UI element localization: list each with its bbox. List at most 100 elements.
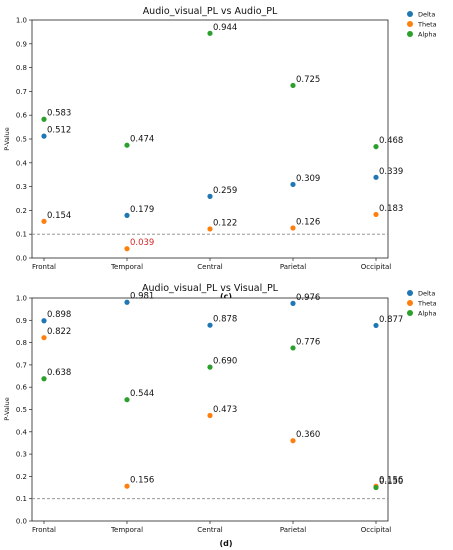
value-label-alpha: 0.638 <box>47 368 71 378</box>
point-theta <box>290 225 296 231</box>
point-alpha <box>41 376 47 382</box>
legend-marker-alpha-c <box>407 31 413 37</box>
value-label-theta: 0.156 <box>130 476 154 486</box>
y-tick-label: 0.1 <box>16 231 27 239</box>
y-axis-label-c: P-Value <box>3 127 11 151</box>
point-delta <box>290 300 296 306</box>
point-delta <box>41 318 47 324</box>
point-theta <box>290 438 296 444</box>
point-alpha <box>207 30 213 36</box>
point-alpha <box>207 364 213 370</box>
caption-c: (c) <box>220 292 232 301</box>
point-theta <box>207 226 213 232</box>
legend-marker-alpha-d <box>407 310 413 316</box>
point-delta <box>207 322 213 328</box>
y-axis-ticks-d: 0.0 0.1 0.2 0.3 0.4 0.5 0.6 0.7 0.8 0.9 1.0 <box>16 295 32 526</box>
x-tick-label: Temporal <box>110 263 143 271</box>
point-delta <box>290 181 296 188</box>
value-label-theta: 0.360 <box>296 430 320 440</box>
point-alpha <box>373 144 379 150</box>
plot-area-d <box>31 297 389 522</box>
value-label-theta: 0.039 <box>130 238 154 248</box>
x-tick-label: Occipital <box>361 526 392 534</box>
legend-label-alpha-c: Alpha <box>418 31 436 39</box>
point-alpha <box>373 484 379 491</box>
value-label-alpha: 0.776 <box>296 337 320 347</box>
value-label-delta: 0.339 <box>379 167 403 177</box>
caption-d: (d) <box>219 539 232 548</box>
legend-d: Delta Theta Alpha <box>407 290 437 318</box>
y-tick-label: 0.4 <box>16 159 28 167</box>
value-label-alpha: 0.690 <box>213 357 237 367</box>
plot-area-c <box>31 19 389 259</box>
x-tick-label: Frontal <box>32 526 56 534</box>
point-delta <box>124 299 130 305</box>
y-tick-label: 0.0 <box>16 255 27 263</box>
y-tick-label: 1.0 <box>16 17 27 25</box>
x-tick-label: Frontal <box>32 263 56 271</box>
chart-panel-c: Audio_visual_PL vs Audio_PL 0.0 0.1 0.2 0.3… <box>3 6 437 301</box>
y-tick-label: 0.7 <box>16 361 27 369</box>
y-tick-label: 0.5 <box>16 136 27 144</box>
legend-marker-delta-d <box>407 290 413 296</box>
point-alpha <box>290 82 296 89</box>
value-label-alpha: 0.725 <box>296 75 320 85</box>
y-tick-label: 0.1 <box>16 495 27 503</box>
point-theta <box>41 335 47 341</box>
chart-title-c: Audio_visual_PL vs Audio_PL <box>143 6 278 17</box>
value-label-delta: 0.259 <box>213 186 237 196</box>
legend-marker-delta-c <box>407 11 413 17</box>
y-tick-label: 0.8 <box>16 339 27 347</box>
y-tick-label: 0.2 <box>16 473 27 481</box>
value-label-delta: 0.898 <box>47 310 71 320</box>
legend-marker-theta-c <box>407 21 413 27</box>
x-tick-label: Parietal <box>280 263 306 271</box>
point-theta <box>373 211 379 218</box>
y-axis-label-d: P-Value <box>3 397 11 421</box>
value-label-delta: 0.512 <box>47 126 71 136</box>
value-label-delta: 0.976 <box>296 293 320 303</box>
point-theta <box>124 246 130 252</box>
point-delta <box>373 174 379 180</box>
y-tick-label: 0.9 <box>16 317 27 325</box>
y-tick-label: 0.5 <box>16 406 27 414</box>
value-label-alpha: 0.150 <box>379 477 403 487</box>
x-tick-label: Central <box>197 263 223 271</box>
y-tick-label: 0.0 <box>16 518 27 526</box>
value-label-alpha: 0.544 <box>130 389 154 399</box>
value-label-delta: 0.877 <box>379 315 403 325</box>
point-alpha <box>124 142 130 148</box>
y-tick-label: 0.4 <box>16 428 28 436</box>
legend-label-delta-c: Delta <box>418 11 435 19</box>
y-tick-label: 0.3 <box>16 451 27 459</box>
point-theta <box>41 218 47 224</box>
x-axis-ticks-d: Frontal Temporal Central Parietal Occipital <box>32 521 391 534</box>
value-label-theta: 0.822 <box>47 327 71 337</box>
point-theta <box>207 412 213 419</box>
value-label-theta: 0.183 <box>379 204 403 214</box>
point-delta <box>41 133 47 139</box>
point-alpha <box>124 397 130 403</box>
y-tick-label: 1.0 <box>16 295 27 303</box>
y-axis-ticks-c: 0.0 0.1 0.2 0.3 0.4 0.5 0.6 0.7 0.8 0.9 1.0 <box>16 17 32 263</box>
chart-title-d: Audio_visual_PL vs Visual_PL <box>142 283 279 294</box>
legend-label-theta-d: Theta <box>417 300 437 308</box>
value-label-theta: 0.156 <box>379 476 403 486</box>
chart-panel-d: Audio_visual_PL vs Visual_PL 0.0 0.1 0.2 0.… <box>3 283 437 548</box>
point-theta <box>124 483 130 489</box>
value-label-delta: 0.878 <box>213 315 237 325</box>
point-delta <box>373 322 379 329</box>
x-tick-label: Occipital <box>361 263 392 271</box>
value-label-theta: 0.473 <box>213 405 237 415</box>
y-tick-label: 0.7 <box>16 88 27 96</box>
value-label-alpha: 0.474 <box>130 135 154 145</box>
value-label-theta: 0.126 <box>296 218 320 228</box>
value-label-alpha: 0.468 <box>379 136 403 146</box>
legend-marker-theta-d <box>407 300 413 306</box>
point-alpha <box>290 345 296 351</box>
data-marks-c: 0.512 0.179 0.259 0.309 0.339 0.154 0.039 0.122… <box>32 23 403 252</box>
legend-c: Delta Theta Alpha <box>407 11 437 39</box>
legend-label-theta-c: Theta <box>417 21 437 29</box>
x-tick-label: Temporal <box>110 526 143 534</box>
value-label-delta: 0.309 <box>296 174 320 184</box>
